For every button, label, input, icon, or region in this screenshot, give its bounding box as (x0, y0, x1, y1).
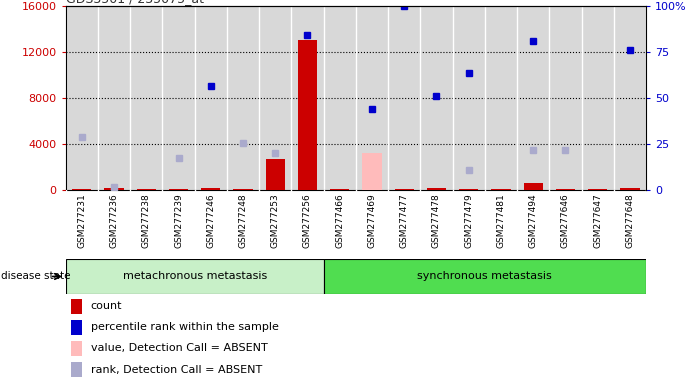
Text: GSM277238: GSM277238 (142, 194, 151, 248)
Text: GSM277466: GSM277466 (335, 194, 344, 248)
Text: GSM277236: GSM277236 (109, 194, 119, 248)
Text: GSM277477: GSM277477 (399, 194, 409, 248)
Bar (330, 189, 350, 190)
Text: GSM277469: GSM277469 (368, 194, 377, 248)
Bar (524, 183, 543, 190)
Bar (234, 189, 253, 190)
Bar (556, 189, 575, 190)
Text: GSM277479: GSM277479 (464, 194, 473, 248)
Text: GSM277248: GSM277248 (238, 194, 247, 248)
Bar (201, 188, 220, 190)
Text: GSM277494: GSM277494 (529, 194, 538, 248)
Bar (104, 188, 124, 190)
Text: percentile rank within the sample: percentile rank within the sample (91, 322, 278, 333)
Bar (427, 188, 446, 190)
Text: value, Detection Call = ABSENT: value, Detection Call = ABSENT (91, 343, 267, 354)
Bar (169, 189, 188, 190)
Text: GSM277648: GSM277648 (625, 194, 634, 248)
Bar (71, 362, 82, 377)
Text: synchronous metastasis: synchronous metastasis (417, 271, 552, 281)
Bar (459, 189, 478, 190)
Text: GSM277246: GSM277246 (206, 194, 216, 248)
Bar (66, 259, 323, 294)
Text: GSM277231: GSM277231 (77, 194, 86, 248)
Text: GSM277646: GSM277646 (561, 194, 570, 248)
Text: metachronous metastasis: metachronous metastasis (122, 271, 267, 281)
Bar (491, 189, 511, 190)
Text: GSM277239: GSM277239 (174, 194, 183, 248)
Bar (71, 341, 82, 356)
Text: GSM277481: GSM277481 (496, 194, 506, 248)
Text: GDS3501 / 235075_at: GDS3501 / 235075_at (66, 0, 204, 5)
Bar (71, 299, 82, 314)
Bar (588, 189, 607, 190)
Text: GSM277647: GSM277647 (593, 194, 603, 248)
Bar (395, 189, 414, 190)
Text: GSM277478: GSM277478 (432, 194, 441, 248)
Text: GSM277253: GSM277253 (271, 194, 280, 248)
Text: count: count (91, 301, 122, 311)
Bar (362, 153, 381, 190)
Bar (72, 189, 91, 190)
Bar (265, 159, 285, 190)
Text: disease state: disease state (1, 271, 70, 281)
Bar (323, 259, 646, 294)
Bar (362, 189, 381, 190)
Bar (137, 189, 156, 190)
Text: GSM277256: GSM277256 (303, 194, 312, 248)
Text: rank, Detection Call = ABSENT: rank, Detection Call = ABSENT (91, 364, 262, 375)
Bar (298, 40, 317, 190)
Bar (621, 188, 640, 190)
Bar (71, 320, 82, 335)
